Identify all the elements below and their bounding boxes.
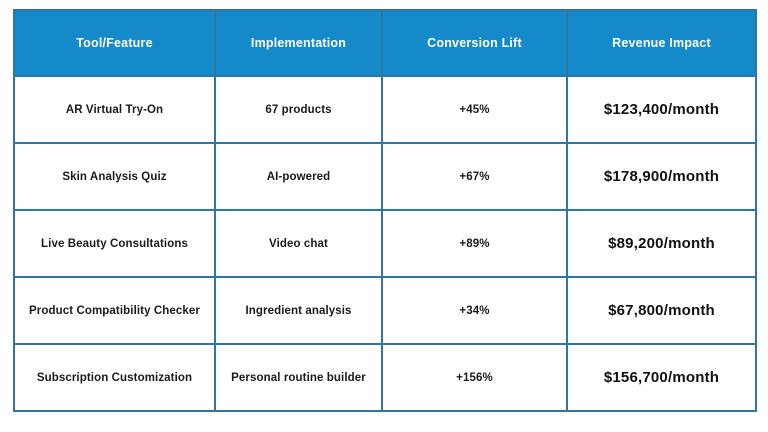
cell-revenue-impact: $123,400/month: [566, 75, 757, 144]
cell-revenue-impact: $178,900/month: [566, 142, 757, 211]
cell-tool: Subscription Customization: [13, 343, 216, 412]
cell-implementation: 67 products: [214, 75, 383, 144]
table-row: Live Beauty Consultations Video chat +89…: [13, 209, 757, 278]
table-row: Skin Analysis Quiz AI-powered +67% $178,…: [13, 142, 757, 211]
table-row: Subscription Customization Personal rout…: [13, 343, 757, 412]
cell-revenue-impact: $67,800/month: [566, 276, 757, 345]
cell-implementation: Video chat: [214, 209, 383, 278]
header-conversion-lift: Conversion Lift: [381, 9, 568, 77]
cell-tool: Product Compatibility Checker: [13, 276, 216, 345]
cell-implementation: Personal routine builder: [214, 343, 383, 412]
cell-conversion-lift: +34%: [381, 276, 568, 345]
cell-implementation: AI-powered: [214, 142, 383, 211]
table-row: Product Compatibility Checker Ingredient…: [13, 276, 757, 345]
cell-conversion-lift: +45%: [381, 75, 568, 144]
feature-revenue-table: Tool/Feature Implementation Conversion L…: [13, 9, 757, 412]
feature-revenue-table-container: Tool/Feature Implementation Conversion L…: [13, 9, 757, 412]
header-tool-feature: Tool/Feature: [13, 9, 216, 77]
table-row: AR Virtual Try-On 67 products +45% $123,…: [13, 75, 757, 144]
header-implementation: Implementation: [214, 9, 383, 77]
cell-tool: AR Virtual Try-On: [13, 75, 216, 144]
header-row: Tool/Feature Implementation Conversion L…: [13, 9, 757, 77]
cell-revenue-impact: $89,200/month: [566, 209, 757, 278]
cell-tool: Skin Analysis Quiz: [13, 142, 216, 211]
cell-implementation: Ingredient analysis: [214, 276, 383, 345]
header-revenue-impact: Revenue Impact: [566, 9, 757, 77]
cell-conversion-lift: +89%: [381, 209, 568, 278]
cell-tool: Live Beauty Consultations: [13, 209, 216, 278]
cell-revenue-impact: $156,700/month: [566, 343, 757, 412]
cell-conversion-lift: +67%: [381, 142, 568, 211]
cell-conversion-lift: +156%: [381, 343, 568, 412]
